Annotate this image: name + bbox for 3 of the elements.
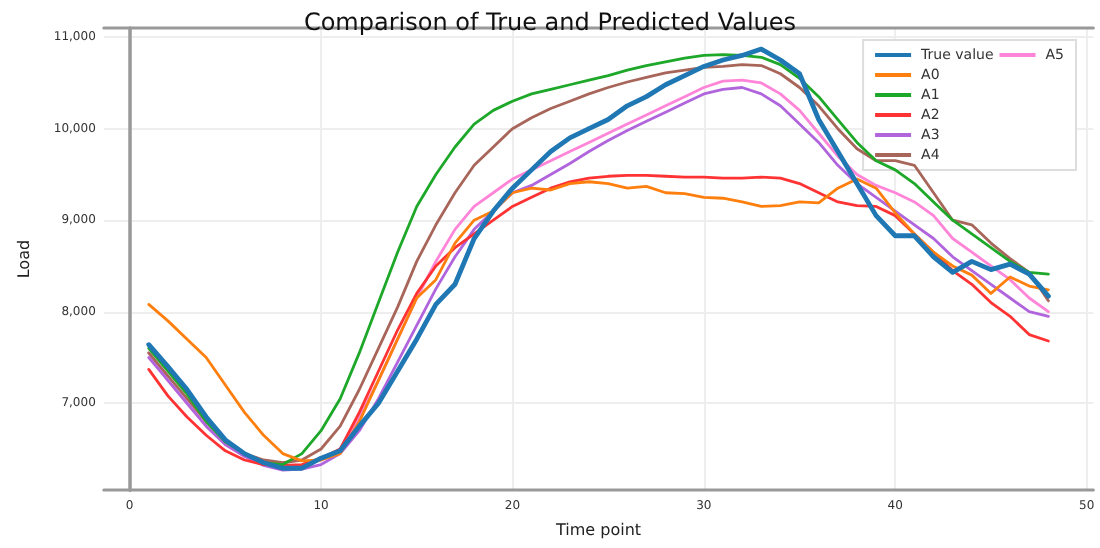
chart-title: Comparison of True and Predicted Values xyxy=(303,8,797,36)
x-axis-title: Time point xyxy=(554,521,642,539)
y-axis-title: Load xyxy=(15,239,33,279)
